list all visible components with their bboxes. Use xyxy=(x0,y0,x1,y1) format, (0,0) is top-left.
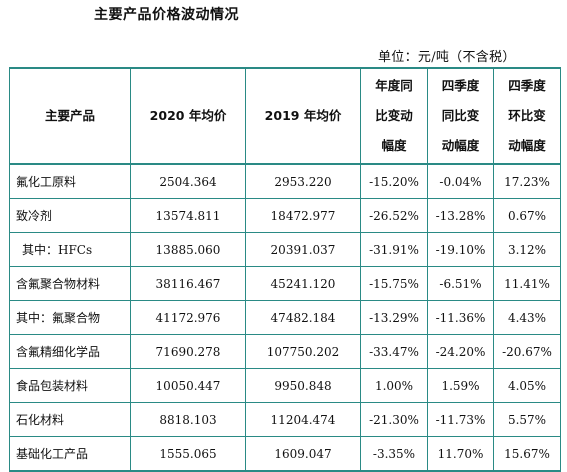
table-row: 石化材料 8818.103 11204.474 -21.30% -11.73% 5.57% xyxy=(9,402,561,437)
header-row: 主要产品 2020 年均价 2019 年均价 年度同比变动幅度 四季度同比变动幅… xyxy=(9,67,561,165)
q4-yoy-cell: -13.28% xyxy=(427,198,494,233)
price-2020-cell: 2504.364 xyxy=(130,163,246,199)
col-header-2019: 2019 年均价 xyxy=(245,67,361,165)
q4-qoq-cell: -20.67% xyxy=(493,334,561,369)
product-name-cell: 其中：氟聚合物 xyxy=(9,300,131,335)
product-name-cell: 其中：HFCs xyxy=(9,232,131,267)
q4-yoy-cell: -24.20% xyxy=(427,334,494,369)
price-2020-cell: 8818.103 xyxy=(130,402,246,437)
yoy-cell: -3.35% xyxy=(360,436,428,472)
yoy-cell: 1.00% xyxy=(360,368,428,403)
product-name-cell: 食品包装材料 xyxy=(9,368,131,403)
product-name-cell: 氟化工原料 xyxy=(9,163,131,199)
table-row: 致冷剂 13574.811 18472.977 -26.52% -13.28% 0.67% xyxy=(9,198,561,233)
price-2020-cell: 13885.060 xyxy=(130,232,246,267)
yoy-cell: -26.52% xyxy=(360,198,428,233)
product-name-cell: 基础化工产品 xyxy=(9,436,131,472)
price-2019-cell: 9950.848 xyxy=(245,368,361,403)
product-name-cell: 含氟精细化学品 xyxy=(9,334,131,369)
q4-yoy-cell: -0.04% xyxy=(427,163,494,199)
yoy-cell: -31.91% xyxy=(360,232,428,267)
price-2020-cell: 1555.065 xyxy=(130,436,246,472)
table-row: 氟化工原料 2504.364 2953.220 -15.20% -0.04% 17.23% xyxy=(9,163,561,199)
price-2019-cell: 107750.202 xyxy=(245,334,361,369)
table-row: 食品包装材料 10050.447 9950.848 1.00% 1.59% 4.05% xyxy=(9,368,561,403)
col-header-product: 主要产品 xyxy=(9,67,131,165)
price-2019-cell: 47482.184 xyxy=(245,300,361,335)
price-2019-cell: 11204.474 xyxy=(245,402,361,437)
q4-yoy-cell: -19.10% xyxy=(427,232,494,267)
yoy-cell: -15.75% xyxy=(360,266,428,301)
col-header-2020: 2020 年均价 xyxy=(130,67,246,165)
col-header-yoy: 年度同比变动幅度 xyxy=(360,67,428,165)
price-2019-cell: 2953.220 xyxy=(245,163,361,199)
q4-qoq-cell: 4.05% xyxy=(493,368,561,403)
q4-qoq-cell: 15.67% xyxy=(493,436,561,472)
product-name-cell: 致冷剂 xyxy=(9,198,131,233)
product-name-cell: 含氟聚合物材料 xyxy=(9,266,131,301)
yoy-cell: -21.30% xyxy=(360,402,428,437)
q4-qoq-cell: 0.67% xyxy=(493,198,561,233)
q4-yoy-cell: -11.36% xyxy=(427,300,494,335)
price-table: 主要产品 2020 年均价 2019 年均价 年度同比变动幅度 四季度同比变动幅… xyxy=(9,67,561,472)
yoy-cell: -15.20% xyxy=(360,163,428,199)
q4-yoy-cell: 11.70% xyxy=(427,436,494,472)
q4-qoq-cell: 4.43% xyxy=(493,300,561,335)
table-row: 含氟精细化学品 71690.278 107750.202 -33.47% -24.20%… xyxy=(9,334,561,369)
price-2019-cell: 18472.977 xyxy=(245,198,361,233)
q4-yoy-cell: -11.73% xyxy=(427,402,494,437)
table-row: 其中：氟聚合物 41172.976 47482.184 -13.29% -11.36% 4… xyxy=(9,300,561,335)
price-2020-cell: 38116.467 xyxy=(130,266,246,301)
yoy-cell: -13.29% xyxy=(360,300,428,335)
q4-yoy-cell: -6.51% xyxy=(427,266,494,301)
product-name-cell: 石化材料 xyxy=(9,402,131,437)
q4-yoy-cell: 1.59% xyxy=(427,368,494,403)
table-row: 含氟聚合物材料 38116.467 45241.120 -15.75% -6.51% 11… xyxy=(9,266,561,301)
price-2019-cell: 45241.120 xyxy=(245,266,361,301)
table-row: 其中：HFCs 13885.060 20391.037 -31.91% -19.10% 3… xyxy=(9,232,561,267)
q4-qoq-cell: 3.12% xyxy=(493,232,561,267)
price-2020-cell: 10050.447 xyxy=(130,368,246,403)
q4-qoq-cell: 17.23% xyxy=(493,163,561,199)
price-2020-cell: 71690.278 xyxy=(130,334,246,369)
table-row: 基础化工产品 1555.065 1609.047 -3.35% 11.70% 15.67% xyxy=(9,436,561,472)
q4-qoq-cell: 11.41% xyxy=(493,266,561,301)
price-2020-cell: 41172.976 xyxy=(130,300,246,335)
yoy-cell: -33.47% xyxy=(360,334,428,369)
unit-note: 单位：元/吨（不含税） xyxy=(378,50,516,65)
price-2020-cell: 13574.811 xyxy=(130,198,246,233)
col-header-q4-qoq: 四季度环比变动幅度 xyxy=(493,67,561,165)
q4-qoq-cell: 5.57% xyxy=(493,402,561,437)
col-header-q4-yoy: 四季度同比变动幅度 xyxy=(427,67,494,165)
table-title: 主要产品价格波动情况 xyxy=(94,7,239,23)
price-2019-cell: 1609.047 xyxy=(245,436,361,472)
price-2019-cell: 20391.037 xyxy=(245,232,361,267)
